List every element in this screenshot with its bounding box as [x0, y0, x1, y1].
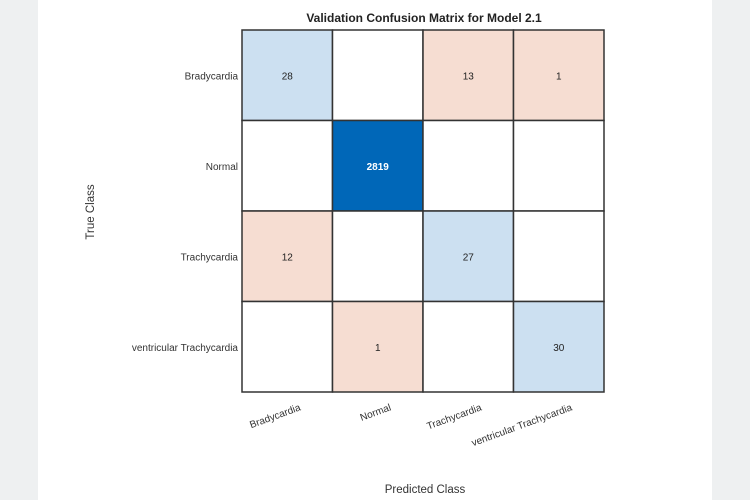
cell-normal-ventricular-trachycardia	[512, 119, 605, 212]
cell-ventricular-trachycardia-trachycardia	[422, 300, 515, 393]
figure-panel: Validation Confusion Matrix for Model 2.…	[38, 0, 712, 500]
y-tick-label: ventricular Trachycardia	[132, 343, 239, 354]
x-axis-label: Predicted Class	[385, 484, 466, 496]
y-tick-label: Trachycardia	[181, 252, 239, 263]
cell-normal-bradycardia	[241, 119, 334, 212]
cell-trachycardia-trachycardia	[422, 210, 515, 303]
cell-value: 27	[463, 252, 475, 263]
cell-bradycardia-ventricular-trachycardia	[512, 29, 605, 122]
cell-value: 12	[282, 252, 294, 263]
x-tick-label: Trachycardia	[426, 402, 484, 432]
cell-bradycardia-normal	[331, 29, 424, 122]
cell-normal-trachycardia	[422, 119, 515, 212]
cell-value: 1	[375, 343, 381, 354]
cell-bradycardia-bradycardia	[241, 29, 334, 122]
cell-value: 30	[553, 343, 565, 354]
y-tick-label: Normal	[206, 162, 238, 173]
x-tick-label: Bradycardia	[248, 402, 302, 431]
y-axis-label: True Class	[85, 184, 97, 239]
y-tick-labels: Bradycardia Normal Trachycardia ventricular…	[132, 71, 239, 354]
chart-title: Validation Confusion Matrix for Model 2.…	[306, 11, 542, 25]
cell-value: 13	[463, 71, 475, 82]
cell-bradycardia-trachycardia	[422, 29, 515, 122]
cell-value: 28	[282, 71, 294, 82]
cell-ventricular-trachycardia-ventricular-trachycardia	[512, 300, 605, 393]
cell-value: 1	[556, 71, 562, 82]
x-tick-label: ventricular Trachycardia	[470, 402, 574, 449]
x-tick-label: Normal	[359, 402, 393, 423]
cell-value: 2819	[367, 162, 390, 173]
cell-ventricular-trachycardia-normal	[331, 300, 424, 393]
confusion-matrix-chart: Validation Confusion Matrix for Model 2.…	[85, 11, 605, 496]
cell-ventricular-trachycardia-bradycardia	[241, 300, 334, 393]
matrix-cells: 28 13 1 2819 12 27 1 30	[241, 29, 605, 393]
cell-trachycardia-ventricular-trachycardia	[512, 210, 605, 303]
y-tick-label: Bradycardia	[185, 71, 239, 82]
x-tick-labels: Bradycardia Normal Trachycardiaventricular…	[248, 402, 574, 449]
cell-trachycardia-normal	[331, 210, 424, 303]
